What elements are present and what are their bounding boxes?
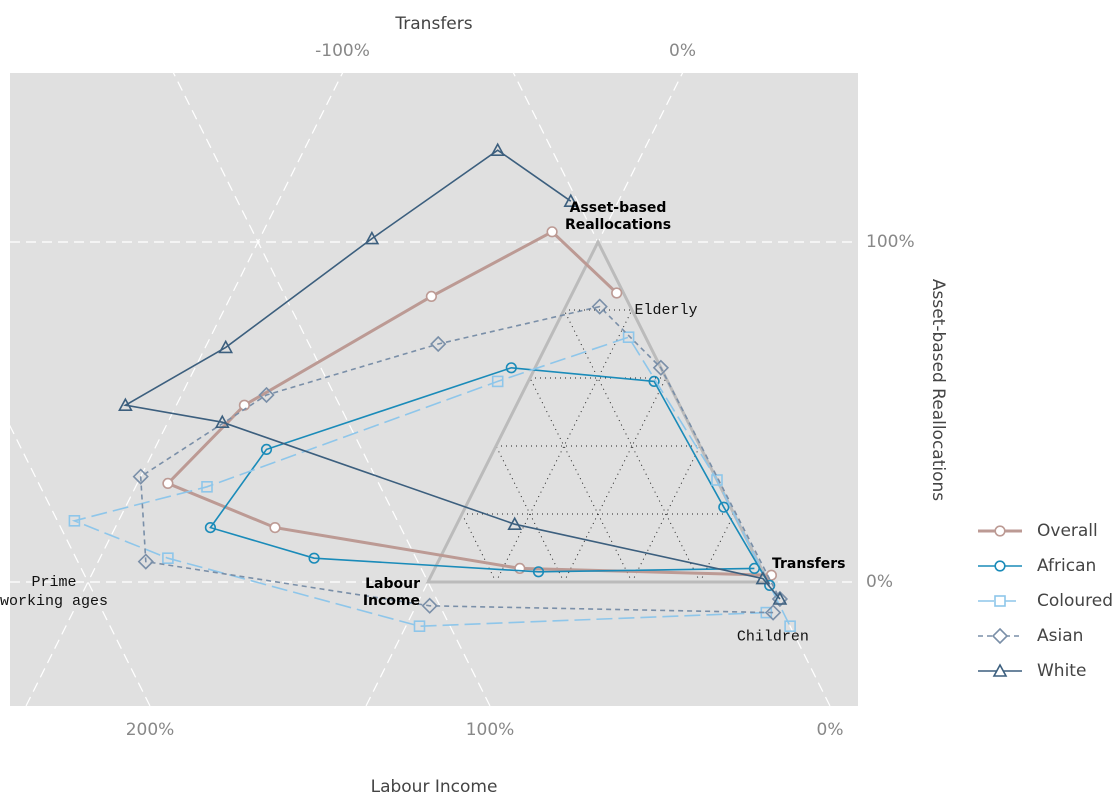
marker [546, 226, 558, 238]
marker [748, 562, 761, 575]
top-axis-title: Transfers [394, 14, 472, 34]
marker [364, 230, 380, 245]
marker [652, 359, 670, 376]
legend-label: White [1037, 661, 1086, 681]
marker [204, 521, 216, 534]
annotation: Prime [31, 574, 76, 591]
inner-grid [631, 445, 701, 583]
marker [430, 335, 447, 353]
marker [214, 414, 230, 429]
vertex-label: Asset-based [570, 200, 667, 216]
inner-grid [563, 309, 701, 583]
marker [514, 562, 526, 575]
grid-line [25, 73, 344, 706]
marker [532, 566, 545, 578]
inner-grid [495, 309, 633, 583]
legend-label: Asian [1037, 626, 1083, 646]
marker [413, 620, 426, 633]
bottom-axis-title: Labour Income [371, 777, 498, 797]
labour-tick-label: 0% [817, 720, 844, 740]
legend-label: Coloured [1037, 591, 1113, 611]
asset-tick-label: 100% [866, 232, 915, 252]
marker [218, 339, 234, 354]
series-line [209, 366, 771, 586]
marker [764, 604, 782, 621]
marker [258, 386, 275, 404]
vertex-label: Reallocations [565, 217, 671, 233]
marker [491, 375, 504, 388]
marker [162, 552, 174, 565]
marker [162, 477, 174, 490]
right-axis-title: Asset-based Reallocations [928, 279, 948, 501]
marker [425, 290, 438, 303]
marker [764, 579, 776, 592]
marker [755, 570, 771, 585]
series-line [165, 229, 772, 577]
series-line [71, 336, 791, 628]
data [68, 142, 796, 633]
legend-label: Overall [1037, 521, 1098, 541]
vertex-label: Transfers [772, 556, 846, 572]
marker [563, 193, 579, 207]
series-line [139, 305, 781, 614]
inner-grid [529, 377, 633, 583]
marker [137, 553, 154, 570]
marker [118, 397, 133, 412]
legend-marker [994, 595, 1006, 607]
legend-label: African [1037, 556, 1096, 576]
marker [201, 480, 213, 493]
transfers-tick-label: -100% [315, 41, 370, 61]
grid-line [10, 424, 151, 706]
annotation: Elderly [634, 302, 697, 319]
labour-tick-label: 100% [466, 720, 515, 740]
triangle-outline [425, 238, 771, 584]
asset-tick-label: 0% [866, 572, 893, 592]
marker [507, 516, 523, 531]
annotation: working ages [0, 593, 108, 610]
grid-line [172, 73, 491, 706]
marker [308, 552, 320, 564]
legend-marker [994, 525, 1006, 537]
marker [622, 331, 635, 344]
vertex-label: Labour [365, 576, 420, 592]
marker [68, 514, 81, 527]
marker [648, 375, 660, 388]
marker [260, 443, 273, 456]
annotation: Children [737, 628, 809, 645]
marker [771, 590, 789, 608]
series-line [123, 149, 781, 600]
labour-tick-label: 200% [126, 720, 175, 740]
marker [505, 362, 517, 374]
marker [718, 501, 730, 513]
legend-marker [994, 560, 1006, 572]
marker [772, 591, 788, 605]
legend-marker [992, 663, 1008, 677]
legend-marker [991, 627, 1009, 645]
marker [132, 468, 149, 485]
marker [711, 474, 723, 486]
marker [490, 142, 506, 156]
transfers-tick-label: 0% [669, 41, 696, 61]
inner-grid [495, 445, 565, 583]
marker [591, 298, 608, 315]
marker [784, 620, 796, 633]
inner-grid [563, 377, 667, 583]
marker [611, 287, 623, 299]
panel [10, 73, 858, 706]
triangle [425, 238, 771, 584]
vertex-label: Income [363, 593, 420, 609]
marker [421, 597, 438, 614]
marker [269, 521, 281, 534]
